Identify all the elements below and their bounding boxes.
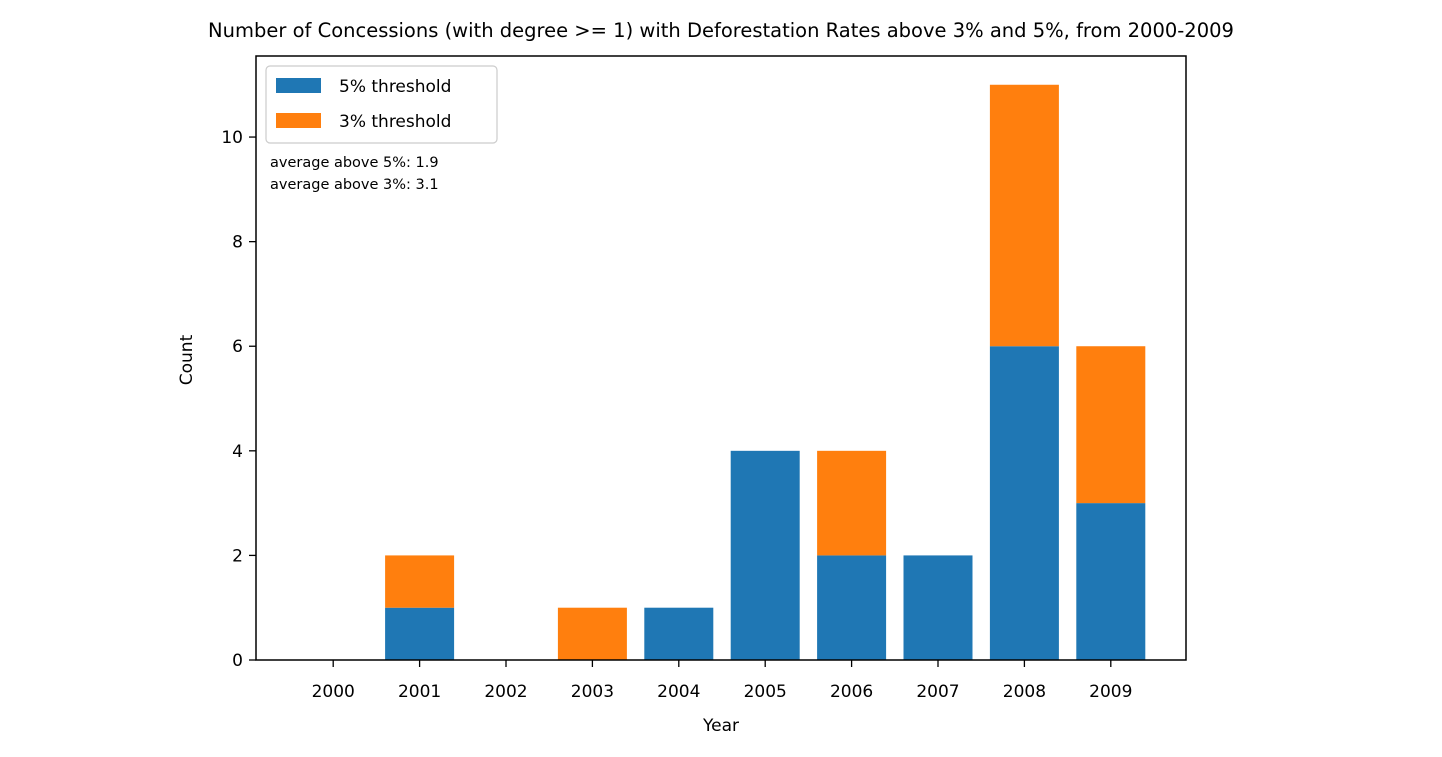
legend-swatch	[276, 113, 321, 128]
x-tick-label: 2001	[398, 682, 441, 702]
axes-frame	[255, 55, 1187, 661]
bar-2008-series-1	[989, 84, 1059, 347]
bar-2001-series-1	[385, 555, 455, 608]
bar-2001-series-0	[385, 607, 455, 660]
x-tick-label: 2008	[1003, 682, 1046, 702]
y-tick-label: 8	[232, 233, 243, 253]
bar-2005-series-0	[730, 450, 800, 660]
annotation-text: average above 3%: 3.1	[270, 177, 439, 193]
legend: 5% threshold 3% threshold	[265, 65, 498, 144]
bar-2008-series-0	[989, 346, 1059, 660]
x-tick-label: 2000	[312, 682, 355, 702]
legend-label: 3% threshold	[339, 112, 451, 132]
x-tick-label: 2002	[484, 682, 527, 702]
chart-title: Number of Concessions (with degree >= 1)…	[208, 19, 1234, 42]
x-tick-label: 2009	[1089, 682, 1132, 702]
legend-swatch	[276, 78, 321, 93]
y-tick-label: 6	[232, 337, 243, 357]
y-tick-label: 4	[232, 442, 243, 462]
y-axis-label: Count	[177, 334, 197, 385]
y-tick-label: 2	[232, 546, 243, 566]
annotations: average above 5%: 1.9 average above 3%: 3…	[270, 155, 439, 193]
bar-2009-series-1	[1076, 346, 1146, 504]
x-tick-label: 2003	[571, 682, 614, 702]
y-tick-label: 10	[221, 128, 243, 148]
y-axis: 0 2 4 6 8 10	[221, 128, 256, 671]
plot-area	[385, 84, 1146, 660]
x-axis-label: Year	[702, 716, 739, 736]
x-axis: 2000 2001 2002 2003 2004 2005 2006 2007 2008 2009	[312, 660, 1132, 702]
annotation-text: average above 5%: 1.9	[270, 155, 439, 171]
bar-2006-series-0	[817, 555, 887, 660]
x-tick-label: 2004	[657, 682, 700, 702]
bar-2006-series-1	[817, 450, 887, 556]
bar-2004-series-0	[644, 607, 714, 660]
bar-2007-series-0	[903, 555, 973, 660]
bar-2009-series-0	[1076, 503, 1146, 660]
legend-label: 5% threshold	[339, 77, 451, 97]
bar-2003-series-1	[557, 607, 627, 660]
x-tick-label: 2005	[744, 682, 787, 702]
y-tick-label: 0	[232, 651, 243, 671]
legend-frame	[265, 65, 498, 144]
x-tick-label: 2006	[830, 682, 873, 702]
x-tick-label: 2007	[916, 682, 959, 702]
